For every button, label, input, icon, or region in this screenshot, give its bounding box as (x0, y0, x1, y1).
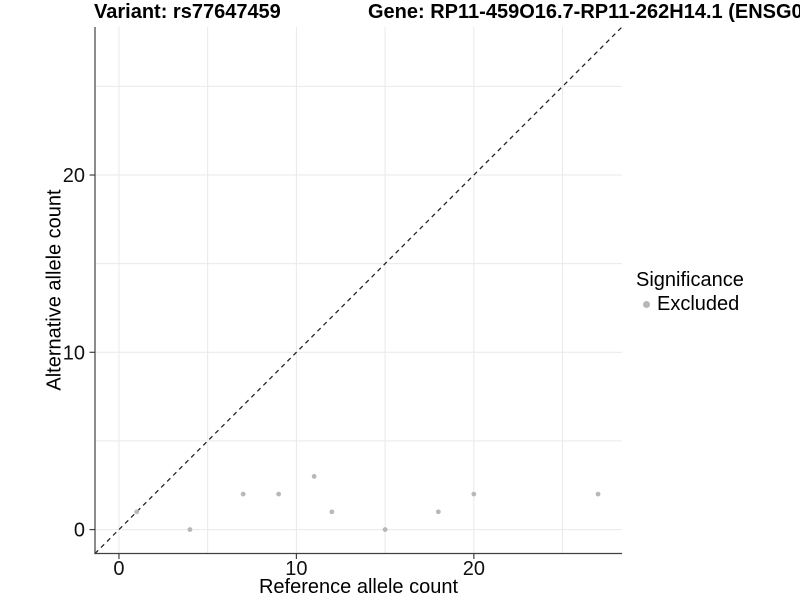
data-point (240, 491, 246, 497)
y-tick-label: 20 (63, 165, 85, 187)
data-point (595, 491, 601, 497)
data-point (187, 527, 193, 532)
y-axis-title: Alternative allele count (43, 189, 66, 391)
data-point (134, 509, 140, 515)
variant-title: Variant: rs77647459 (94, 1, 281, 23)
x-axis-title: Reference allele count (258, 576, 458, 598)
identity-line (94, 26, 623, 554)
data-point (435, 509, 441, 515)
legend-item-label: Excluded (657, 293, 740, 315)
data-point (311, 473, 317, 479)
y-tick-label: 10 (63, 342, 85, 364)
data-point (382, 527, 388, 532)
legend: Significance Excluded (636, 270, 744, 315)
y-tick-label: 0 (74, 520, 85, 542)
data-point (276, 491, 282, 497)
x-tick-label: 10 (285, 558, 307, 580)
gene-title: Gene: RP11-459O16.7-RP11-262H14.1 (ENSG0 (368, 1, 800, 23)
x-tick-label: 20 (463, 558, 485, 580)
data-point (329, 509, 335, 515)
excluded-point-marker-icon (643, 301, 650, 308)
legend-title: Significance (636, 269, 744, 291)
legend-item-excluded: Excluded (643, 294, 744, 315)
x-tick-label: 0 (113, 558, 124, 580)
data-point (471, 491, 477, 497)
